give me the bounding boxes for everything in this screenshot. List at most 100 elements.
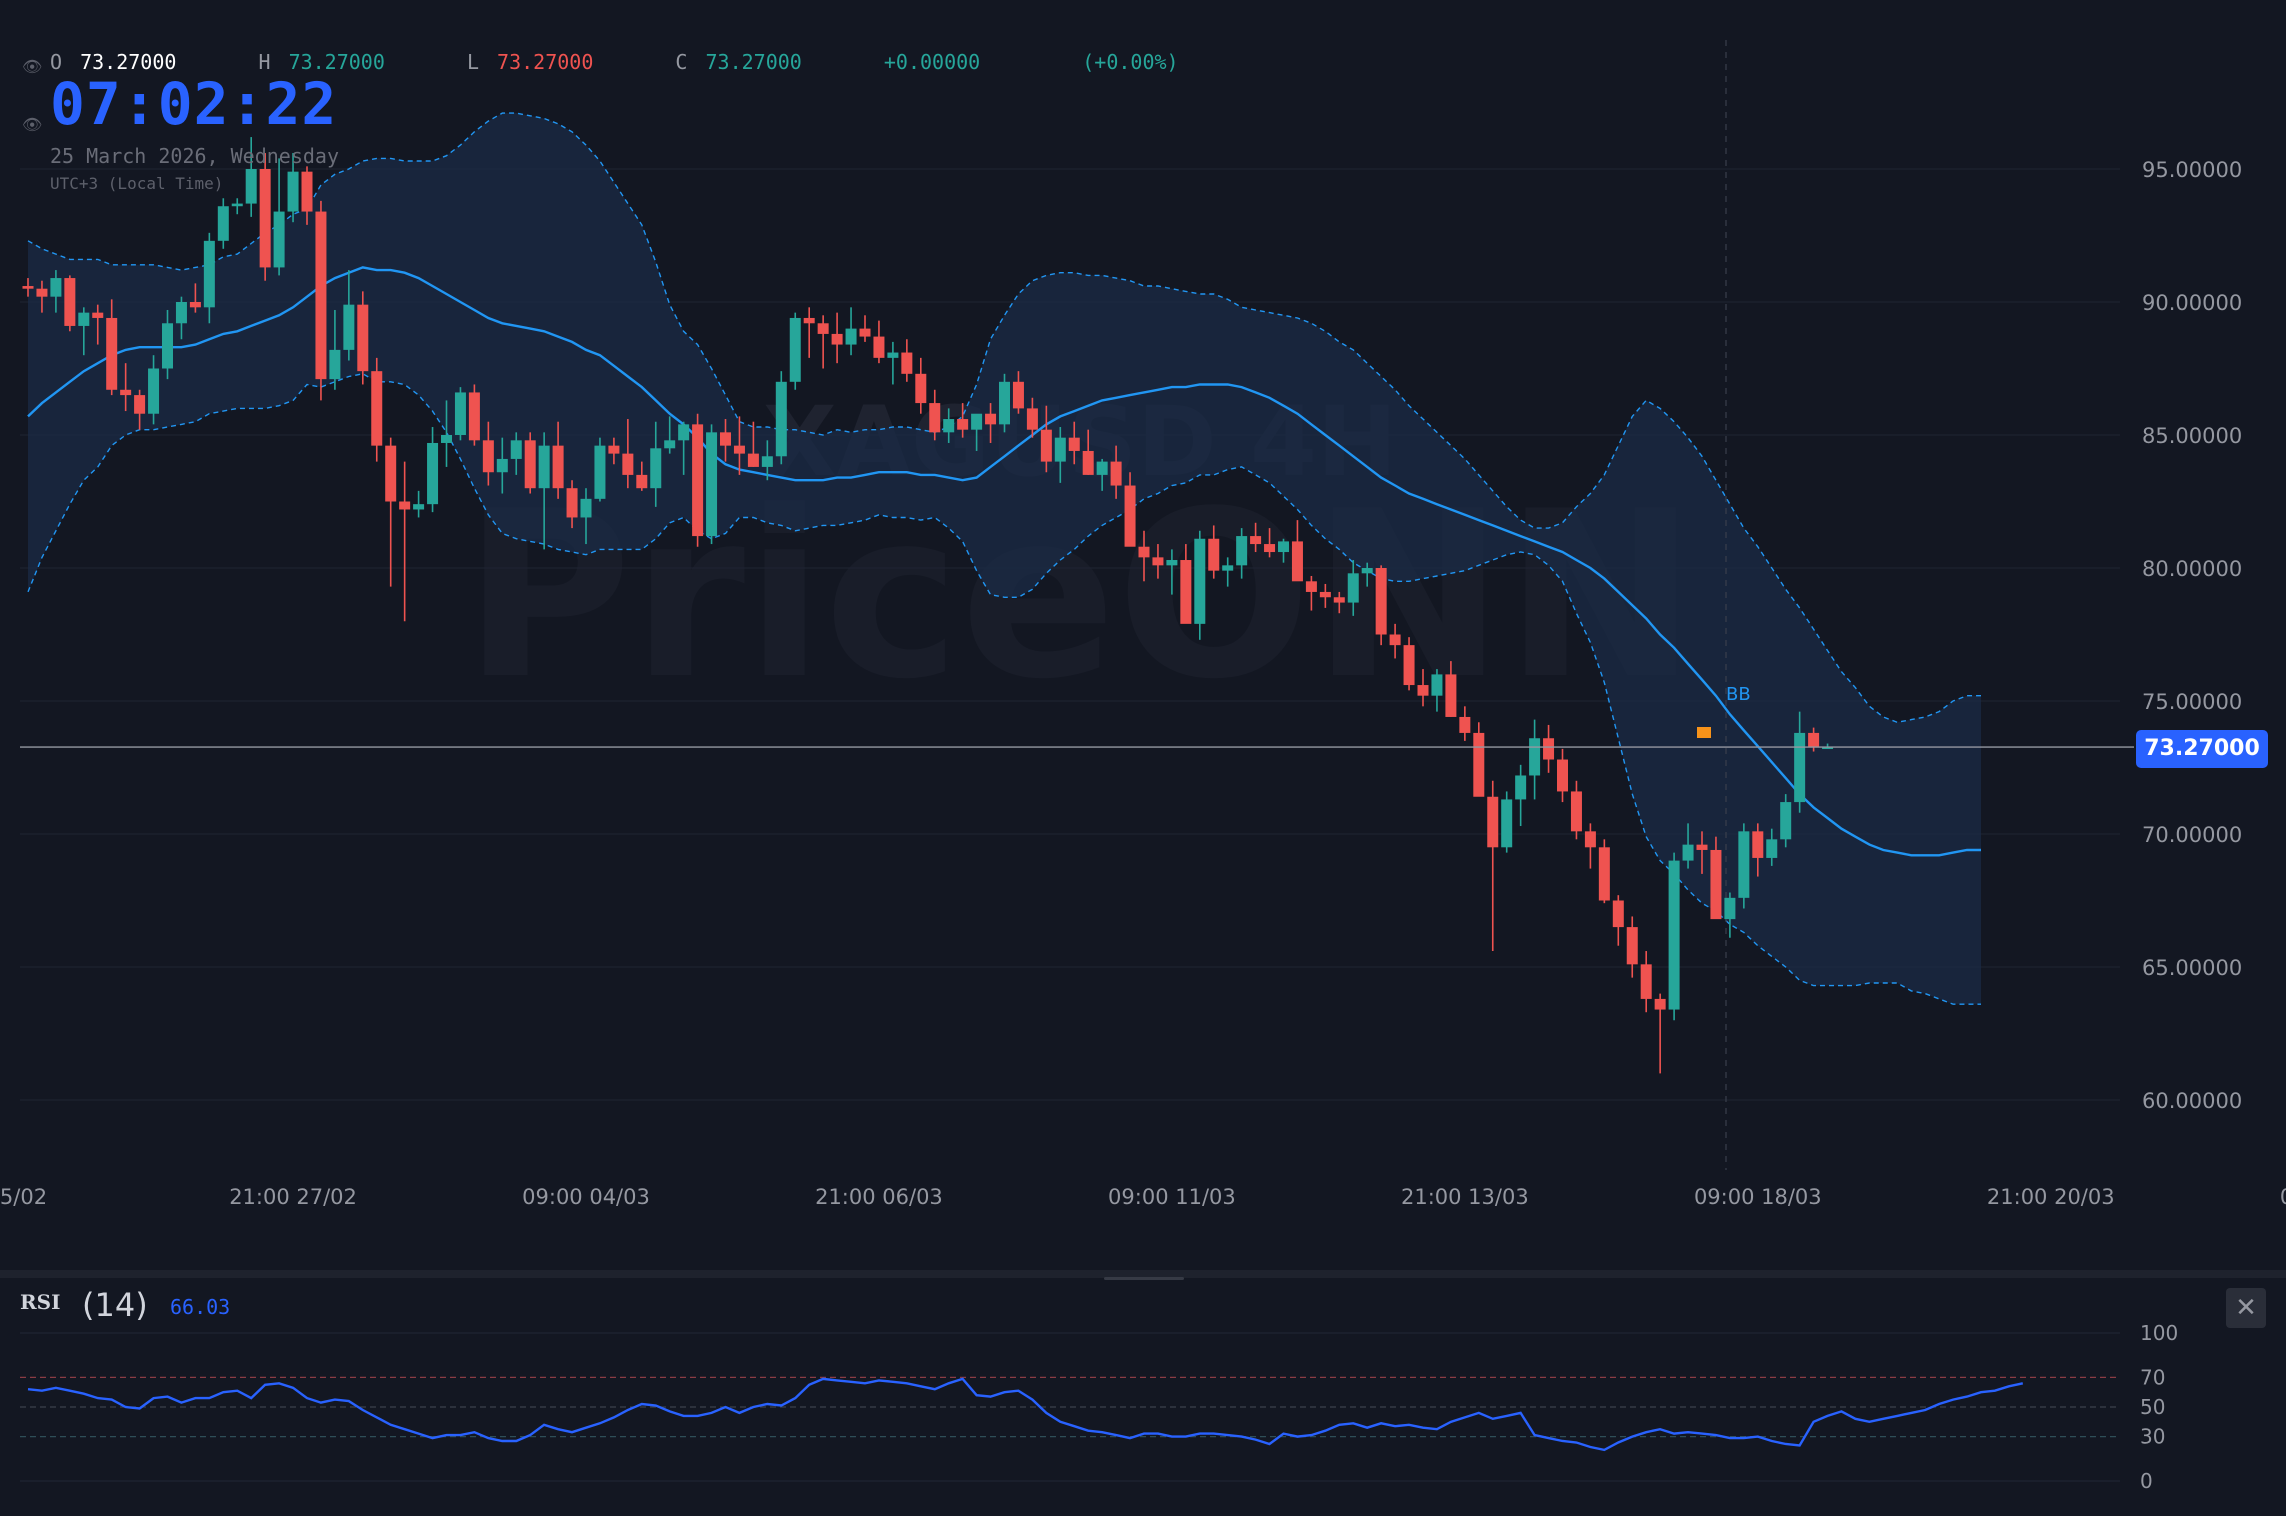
- rsi-y-tick-label: 50: [2140, 1395, 2165, 1419]
- candle-body: [636, 474, 648, 489]
- candle-body: [1166, 560, 1178, 566]
- candle-body: [1487, 796, 1499, 848]
- candle-body: [789, 317, 801, 382]
- rsi-value: 66.03: [170, 1295, 231, 1319]
- candle-body: [1236, 536, 1248, 566]
- candle-body: [664, 440, 676, 449]
- candle-body: [761, 456, 773, 467]
- candle-body: [22, 286, 34, 289]
- candle-body: [92, 312, 104, 318]
- candle-body: [287, 171, 299, 212]
- candle-body: [566, 488, 578, 518]
- candle-body: [1808, 732, 1820, 748]
- candle-body: [608, 445, 620, 454]
- candle-body: [1738, 831, 1750, 898]
- last-bar-marker: [1697, 727, 1711, 738]
- candle-body: [552, 445, 564, 489]
- candle-body: [496, 458, 508, 473]
- candle-body: [1780, 802, 1792, 840]
- candle-body: [1389, 634, 1401, 646]
- x-tick-label: 21:00 13/03: [1401, 1185, 1529, 1209]
- candle-body: [468, 392, 480, 441]
- candle-body: [1445, 674, 1457, 717]
- candle-body: [1501, 799, 1513, 848]
- x-tick-label: 09:00 04/03: [522, 1185, 650, 1209]
- candle-body: [1473, 732, 1485, 797]
- candle-body: [1822, 747, 1834, 750]
- candle-body: [929, 403, 941, 433]
- clock-timezone: UTC+3 (Local Time): [50, 174, 224, 193]
- candle-body: [1766, 839, 1778, 858]
- candle-body: [1557, 759, 1568, 792]
- candle-body: [1124, 485, 1136, 547]
- candle-body: [50, 278, 62, 297]
- eye-icon[interactable]: 👁: [22, 115, 43, 134]
- candle-body: [1054, 437, 1066, 462]
- candle-body: [482, 440, 494, 473]
- candle-body: [1026, 408, 1038, 430]
- candle-body: [175, 302, 187, 324]
- candle-body: [301, 171, 313, 212]
- candle-body: [1138, 546, 1150, 558]
- legend-change: +0.00000: [883, 50, 981, 74]
- candle-body: [775, 381, 787, 457]
- candle-body: [1347, 573, 1359, 603]
- candle-body: [454, 392, 466, 435]
- candle-body: [1250, 536, 1262, 545]
- candle-body: [1278, 541, 1289, 553]
- x-tick-label: 21:00 06/03: [815, 1185, 943, 1209]
- candle-body: [231, 203, 243, 207]
- legend-c-value: 73.27000: [705, 50, 802, 74]
- candle-body: [1068, 437, 1080, 451]
- candle-body: [1654, 998, 1666, 1010]
- clock-date: 25 March 2026, Wednesday: [50, 144, 339, 168]
- candle-body: [873, 336, 885, 358]
- rsi-line: [27, 1377, 2024, 1452]
- pane-resize-handle[interactable]: [1104, 1277, 1184, 1280]
- candle-body: [692, 424, 704, 537]
- candle-body: [1612, 900, 1624, 928]
- candle-body: [315, 211, 327, 380]
- close-icon[interactable]: ✕: [2226, 1288, 2266, 1328]
- candle-body: [538, 445, 550, 489]
- candle-body: [36, 288, 48, 297]
- candle-body: [441, 435, 452, 443]
- candle-body: [510, 440, 522, 459]
- candle-body: [134, 395, 146, 414]
- current-price-badge: 73.27000: [2136, 730, 2268, 768]
- rsi-y-tick-label: 0: [2140, 1469, 2153, 1493]
- eye-icon[interactable]: 👁: [22, 57, 43, 76]
- bb-band-fill: [28, 113, 1981, 1005]
- candle-body: [1431, 674, 1443, 696]
- candle-body: [1710, 849, 1722, 920]
- candle-body: [845, 328, 857, 345]
- candle-body: [1682, 844, 1694, 861]
- candle-body: [1598, 847, 1610, 901]
- candle-body: [1543, 738, 1555, 760]
- candle-body: [622, 453, 634, 475]
- candle-body: [217, 206, 229, 241]
- candle-body: [1696, 844, 1708, 850]
- x-tick-label: 09:00 18/03: [1694, 1185, 1822, 1209]
- y-tick-label: 80.00000: [2142, 557, 2242, 581]
- x-tick-label: 21:00 27/02: [229, 1185, 357, 1209]
- y-tick-label: 85.00000: [2142, 424, 2242, 448]
- candle-body: [1208, 538, 1220, 571]
- candle-body: [831, 333, 843, 345]
- candle-body: [106, 317, 118, 390]
- candle-body: [371, 371, 383, 446]
- candle-body: [650, 448, 662, 489]
- candle-body: [1626, 927, 1638, 965]
- y-tick-label: 95.00000: [2142, 158, 2242, 182]
- candle-body: [1752, 831, 1764, 858]
- legend-o-label: O: [50, 50, 63, 74]
- candle-body: [678, 424, 690, 441]
- candle-body: [357, 304, 369, 372]
- candle-body: [1515, 775, 1527, 800]
- pane-divider[interactable]: [0, 1270, 2286, 1278]
- candle-body: [733, 445, 745, 454]
- price-chart[interactable]: XAGUSD 4HPriceONN60.0000065.0000070.0000…: [0, 0, 2286, 1270]
- candle-body: [64, 278, 76, 326]
